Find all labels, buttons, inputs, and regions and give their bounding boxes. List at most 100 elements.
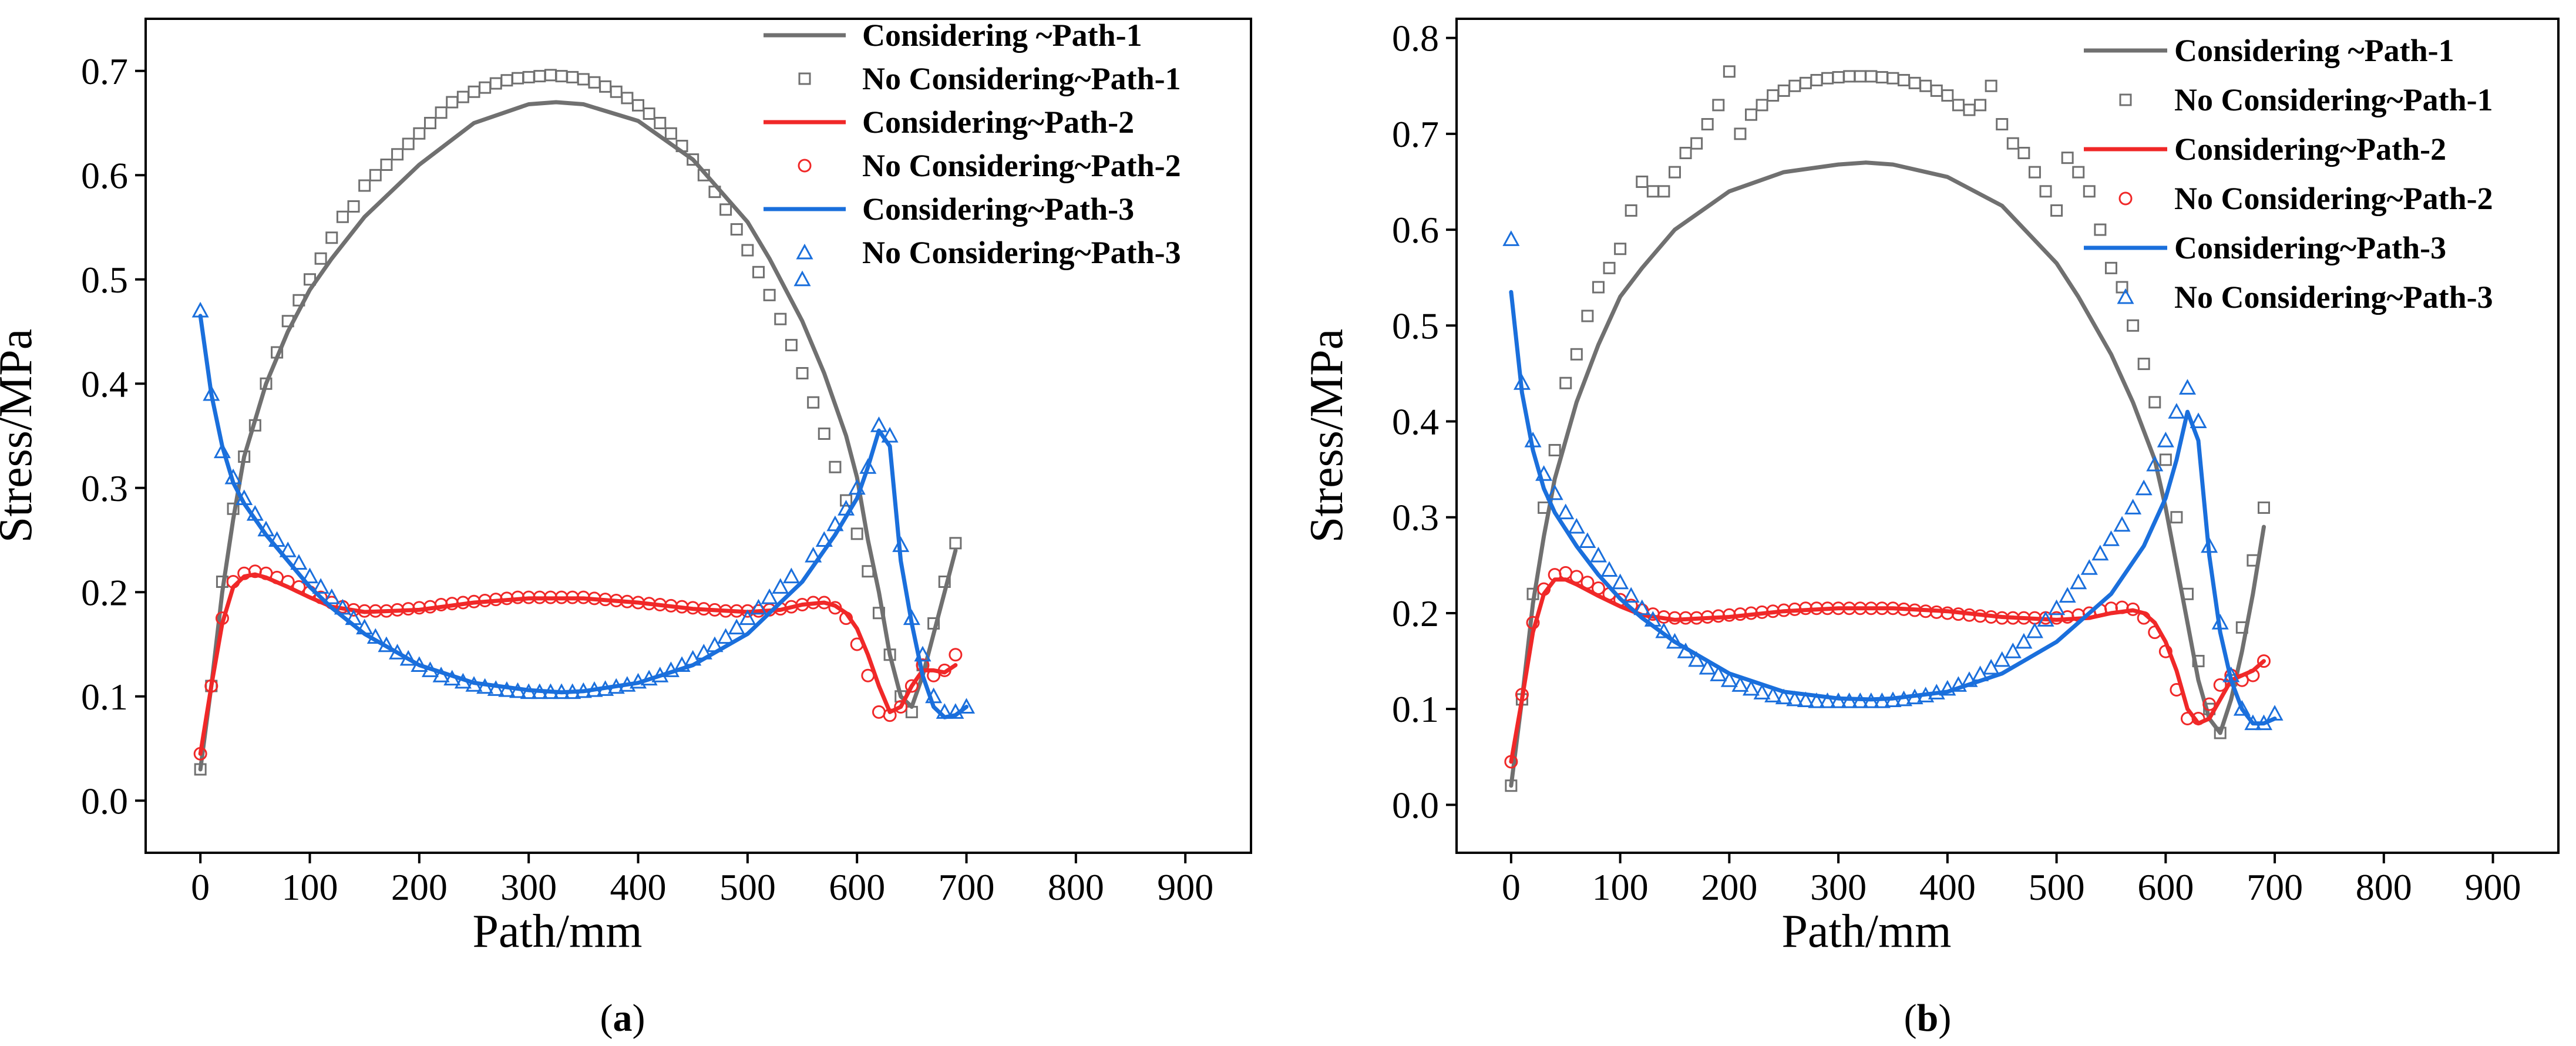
legend-item: Considering~Path-3 bbox=[2084, 230, 2446, 265]
data-point bbox=[2214, 727, 2227, 739]
data-point bbox=[2148, 396, 2161, 409]
data-point bbox=[1808, 692, 1825, 708]
data-point bbox=[443, 670, 461, 686]
data-point bbox=[798, 159, 812, 173]
data-point bbox=[2246, 668, 2260, 682]
x-tick-label: 0 bbox=[191, 866, 210, 908]
data-point bbox=[191, 301, 209, 318]
data-point bbox=[1580, 576, 1595, 590]
data-point bbox=[2117, 288, 2134, 304]
legend-item: No Considering~Path-2 bbox=[2118, 181, 2493, 216]
data-point bbox=[1862, 692, 1880, 708]
y-tick-label: 0.0 bbox=[81, 780, 128, 822]
data-point bbox=[1982, 658, 2000, 675]
data-point bbox=[292, 294, 305, 307]
x-tick-label: 300 bbox=[500, 866, 557, 908]
data-point bbox=[643, 107, 655, 120]
data-point bbox=[1898, 73, 1911, 86]
caption-paren-open: ( bbox=[1904, 997, 1917, 1040]
x-tick-label: 500 bbox=[2029, 866, 2085, 908]
data-point bbox=[1895, 690, 1913, 707]
data-point bbox=[905, 705, 918, 718]
y-tick-label: 0.5 bbox=[81, 259, 128, 301]
data-point bbox=[509, 682, 527, 698]
data-point bbox=[870, 416, 887, 432]
data-point bbox=[1644, 611, 1662, 627]
data-point bbox=[2116, 281, 2128, 294]
legend-item: Considering ~Path-1 bbox=[764, 18, 1142, 53]
data-point bbox=[936, 703, 953, 719]
data-point bbox=[1865, 70, 1878, 83]
x-tick-label: 800 bbox=[1048, 866, 1104, 908]
data-point bbox=[1535, 465, 1553, 481]
data-point bbox=[739, 609, 756, 625]
data-point bbox=[1600, 561, 1618, 577]
data-point bbox=[2026, 622, 2043, 638]
legend-item: No Considering~Path-1 bbox=[798, 61, 1181, 96]
data-point bbox=[706, 636, 724, 653]
data-point bbox=[1677, 643, 1694, 658]
data-point bbox=[1993, 651, 2011, 667]
data-point bbox=[2028, 166, 2041, 179]
data-point bbox=[542, 683, 559, 699]
data-point bbox=[1810, 73, 1823, 86]
legend-label: Considering ~Path-1 bbox=[862, 18, 1142, 53]
data-point bbox=[2119, 93, 2132, 106]
data-point bbox=[914, 645, 931, 662]
data-point bbox=[2159, 453, 2172, 466]
data-point bbox=[224, 468, 242, 485]
data-point bbox=[1949, 676, 1967, 692]
data-point bbox=[1756, 99, 1768, 112]
data-point bbox=[2118, 191, 2133, 206]
data-point bbox=[2213, 678, 2227, 692]
data-point bbox=[1930, 84, 1943, 97]
data-point bbox=[815, 531, 833, 547]
data-point bbox=[1603, 261, 1616, 274]
data-point bbox=[1557, 503, 1575, 520]
data-point bbox=[872, 705, 886, 719]
data-point bbox=[246, 504, 264, 521]
data-point bbox=[925, 687, 943, 704]
x-tick-label: 700 bbox=[2247, 866, 2303, 908]
data-point bbox=[2233, 700, 2251, 716]
data-point bbox=[904, 679, 919, 693]
data-point bbox=[1742, 680, 1760, 696]
data-point bbox=[1832, 71, 1845, 84]
data-point bbox=[432, 667, 450, 682]
data-point bbox=[2222, 666, 2240, 682]
data-point bbox=[629, 672, 647, 689]
data-point bbox=[2158, 644, 2173, 658]
data-point bbox=[829, 460, 842, 473]
data-point bbox=[1777, 84, 1790, 97]
data-point bbox=[479, 81, 492, 94]
y-tick-label: 0.2 bbox=[81, 571, 128, 613]
data-point bbox=[892, 536, 910, 552]
y-tick-label: 0.4 bbox=[1392, 401, 1439, 443]
data-point bbox=[423, 117, 436, 129]
data-point bbox=[1875, 71, 1888, 84]
data-point bbox=[2037, 611, 2054, 627]
data-point bbox=[290, 554, 308, 570]
data-point bbox=[763, 288, 776, 301]
data-point bbox=[826, 515, 844, 532]
data-point bbox=[2247, 554, 2259, 567]
data-point bbox=[796, 367, 809, 379]
data-point bbox=[2201, 537, 2218, 553]
data-point bbox=[621, 92, 634, 105]
data-point bbox=[435, 106, 448, 119]
data-point bbox=[2059, 587, 2076, 603]
data-point bbox=[640, 670, 658, 686]
data-point bbox=[194, 763, 207, 776]
data-point bbox=[872, 607, 885, 620]
data-point bbox=[782, 567, 800, 584]
data-point bbox=[325, 231, 338, 244]
data-point bbox=[2017, 147, 2030, 160]
data-point bbox=[839, 611, 853, 625]
data-point bbox=[937, 663, 951, 677]
data-point bbox=[1917, 687, 1935, 702]
data-point bbox=[1908, 76, 1921, 89]
data-point bbox=[345, 609, 362, 625]
data-point bbox=[1581, 310, 1594, 322]
data-point bbox=[2192, 655, 2205, 668]
data-point bbox=[260, 377, 273, 390]
